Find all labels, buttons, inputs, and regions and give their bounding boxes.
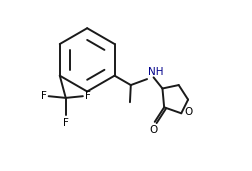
Text: O: O: [183, 107, 192, 117]
Text: F: F: [62, 118, 69, 128]
Text: F: F: [41, 91, 46, 101]
Text: F: F: [85, 91, 90, 101]
Text: O: O: [148, 125, 156, 135]
Text: NH: NH: [147, 67, 163, 77]
